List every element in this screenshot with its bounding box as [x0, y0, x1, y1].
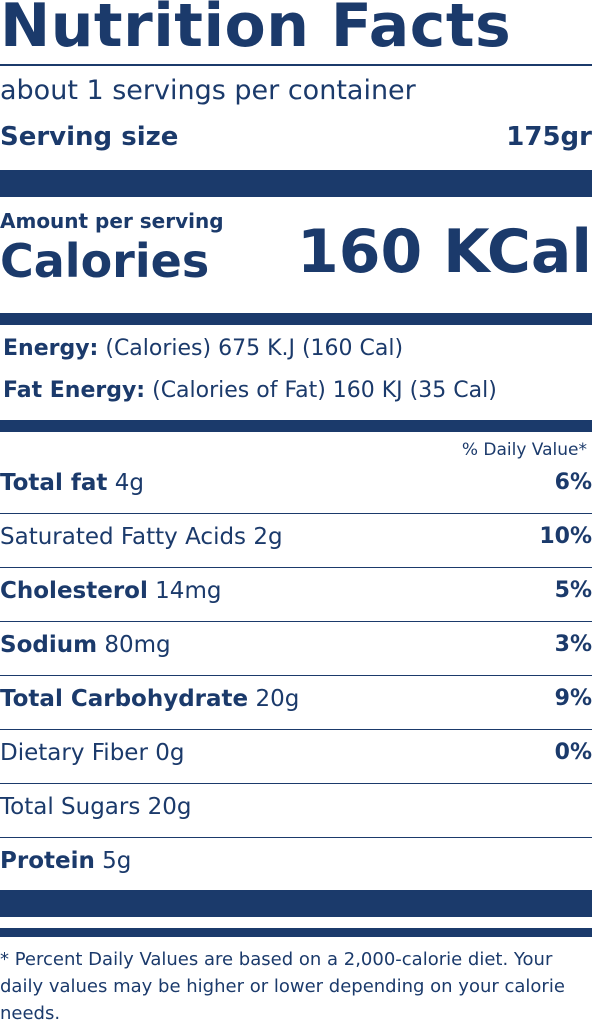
- nutrient: Sodium 80mg: [0, 634, 171, 657]
- row-separator: [0, 783, 592, 784]
- calories-label: Calories: [0, 234, 210, 288]
- rule: [0, 420, 592, 432]
- rule: [0, 313, 592, 325]
- nutrient: Saturated Fatty Acids 2g: [0, 526, 283, 549]
- nutrient-amount: 20g: [147, 794, 192, 820]
- nutrient-name: Cholesterol: [0, 578, 148, 604]
- serving-size-label: Serving size: [0, 122, 179, 152]
- daily-value-header: % Daily Value*: [461, 440, 587, 460]
- daily-value: 5%: [554, 578, 592, 603]
- serving-size-value: 175gr: [506, 122, 592, 152]
- footnote: * Percent Daily Values are based on a 2,…: [0, 949, 565, 1024]
- energy-text: (Calories) 675 K.J (160 Cal): [105, 336, 404, 361]
- energy-label: Fat Energy:: [3, 378, 146, 403]
- nutrient-name: Total Sugars: [0, 794, 141, 820]
- nutrient-name: Dietary Fiber: [0, 740, 148, 766]
- amount-label: Amount per serving: [0, 209, 224, 233]
- nutrient-amount: 80mg: [104, 632, 171, 658]
- row-separator: [0, 621, 592, 622]
- calories-value: 160 KCal: [296, 217, 592, 287]
- nutrient: Total Sugars 20g: [0, 796, 192, 819]
- nutrient-name: Total fat: [0, 470, 108, 496]
- nutrient: Dietary Fiber 0g: [0, 742, 184, 765]
- title: Nutrition Facts: [0, 0, 512, 61]
- row-separator: [0, 567, 592, 568]
- nutrient: Total fat 4g: [0, 472, 144, 495]
- nutrient-amount: 14mg: [155, 578, 222, 604]
- nutrient-name: Saturated Fatty Acids: [0, 524, 247, 550]
- nutrient-name: Total Carbohydrate: [0, 686, 249, 712]
- daily-value: 10%: [539, 524, 592, 549]
- daily-value: 6%: [554, 470, 592, 495]
- nutrient: Protein 5g: [0, 850, 131, 873]
- nutrient-amount: 5g: [102, 848, 132, 874]
- energy-text: (Calories of Fat) 160 KJ (35 Cal): [152, 378, 497, 403]
- nutrient-name: Sodium: [0, 632, 98, 658]
- nutrient: Total Carbohydrate 20g: [0, 688, 299, 711]
- nutrient-amount: 4g: [114, 470, 144, 496]
- nutrient-amount: 20g: [255, 686, 300, 712]
- daily-value: 0%: [554, 740, 592, 765]
- nutrient-name: Protein: [0, 848, 95, 874]
- energy-line: Energy: (Calories) 675 K.J (160 Cal): [3, 338, 403, 360]
- servings: about 1 servings per container: [0, 75, 416, 106]
- nutrient-amount: 0g: [155, 740, 185, 766]
- row-separator: [0, 729, 592, 730]
- row-separator: [0, 675, 592, 676]
- nutrient: Cholesterol 14mg: [0, 580, 221, 603]
- energy-line: Fat Energy: (Calories of Fat) 160 KJ (35…: [3, 380, 497, 402]
- daily-value: 3%: [554, 632, 592, 657]
- row-separator: [0, 513, 592, 514]
- row-separator: [0, 837, 592, 838]
- nutrient-amount: 2g: [253, 524, 283, 550]
- rule: [0, 64, 592, 66]
- energy-label: Energy:: [3, 336, 99, 361]
- rule: [0, 170, 592, 197]
- daily-value: 9%: [554, 686, 592, 711]
- rule: [0, 890, 592, 917]
- rule: [0, 928, 592, 937]
